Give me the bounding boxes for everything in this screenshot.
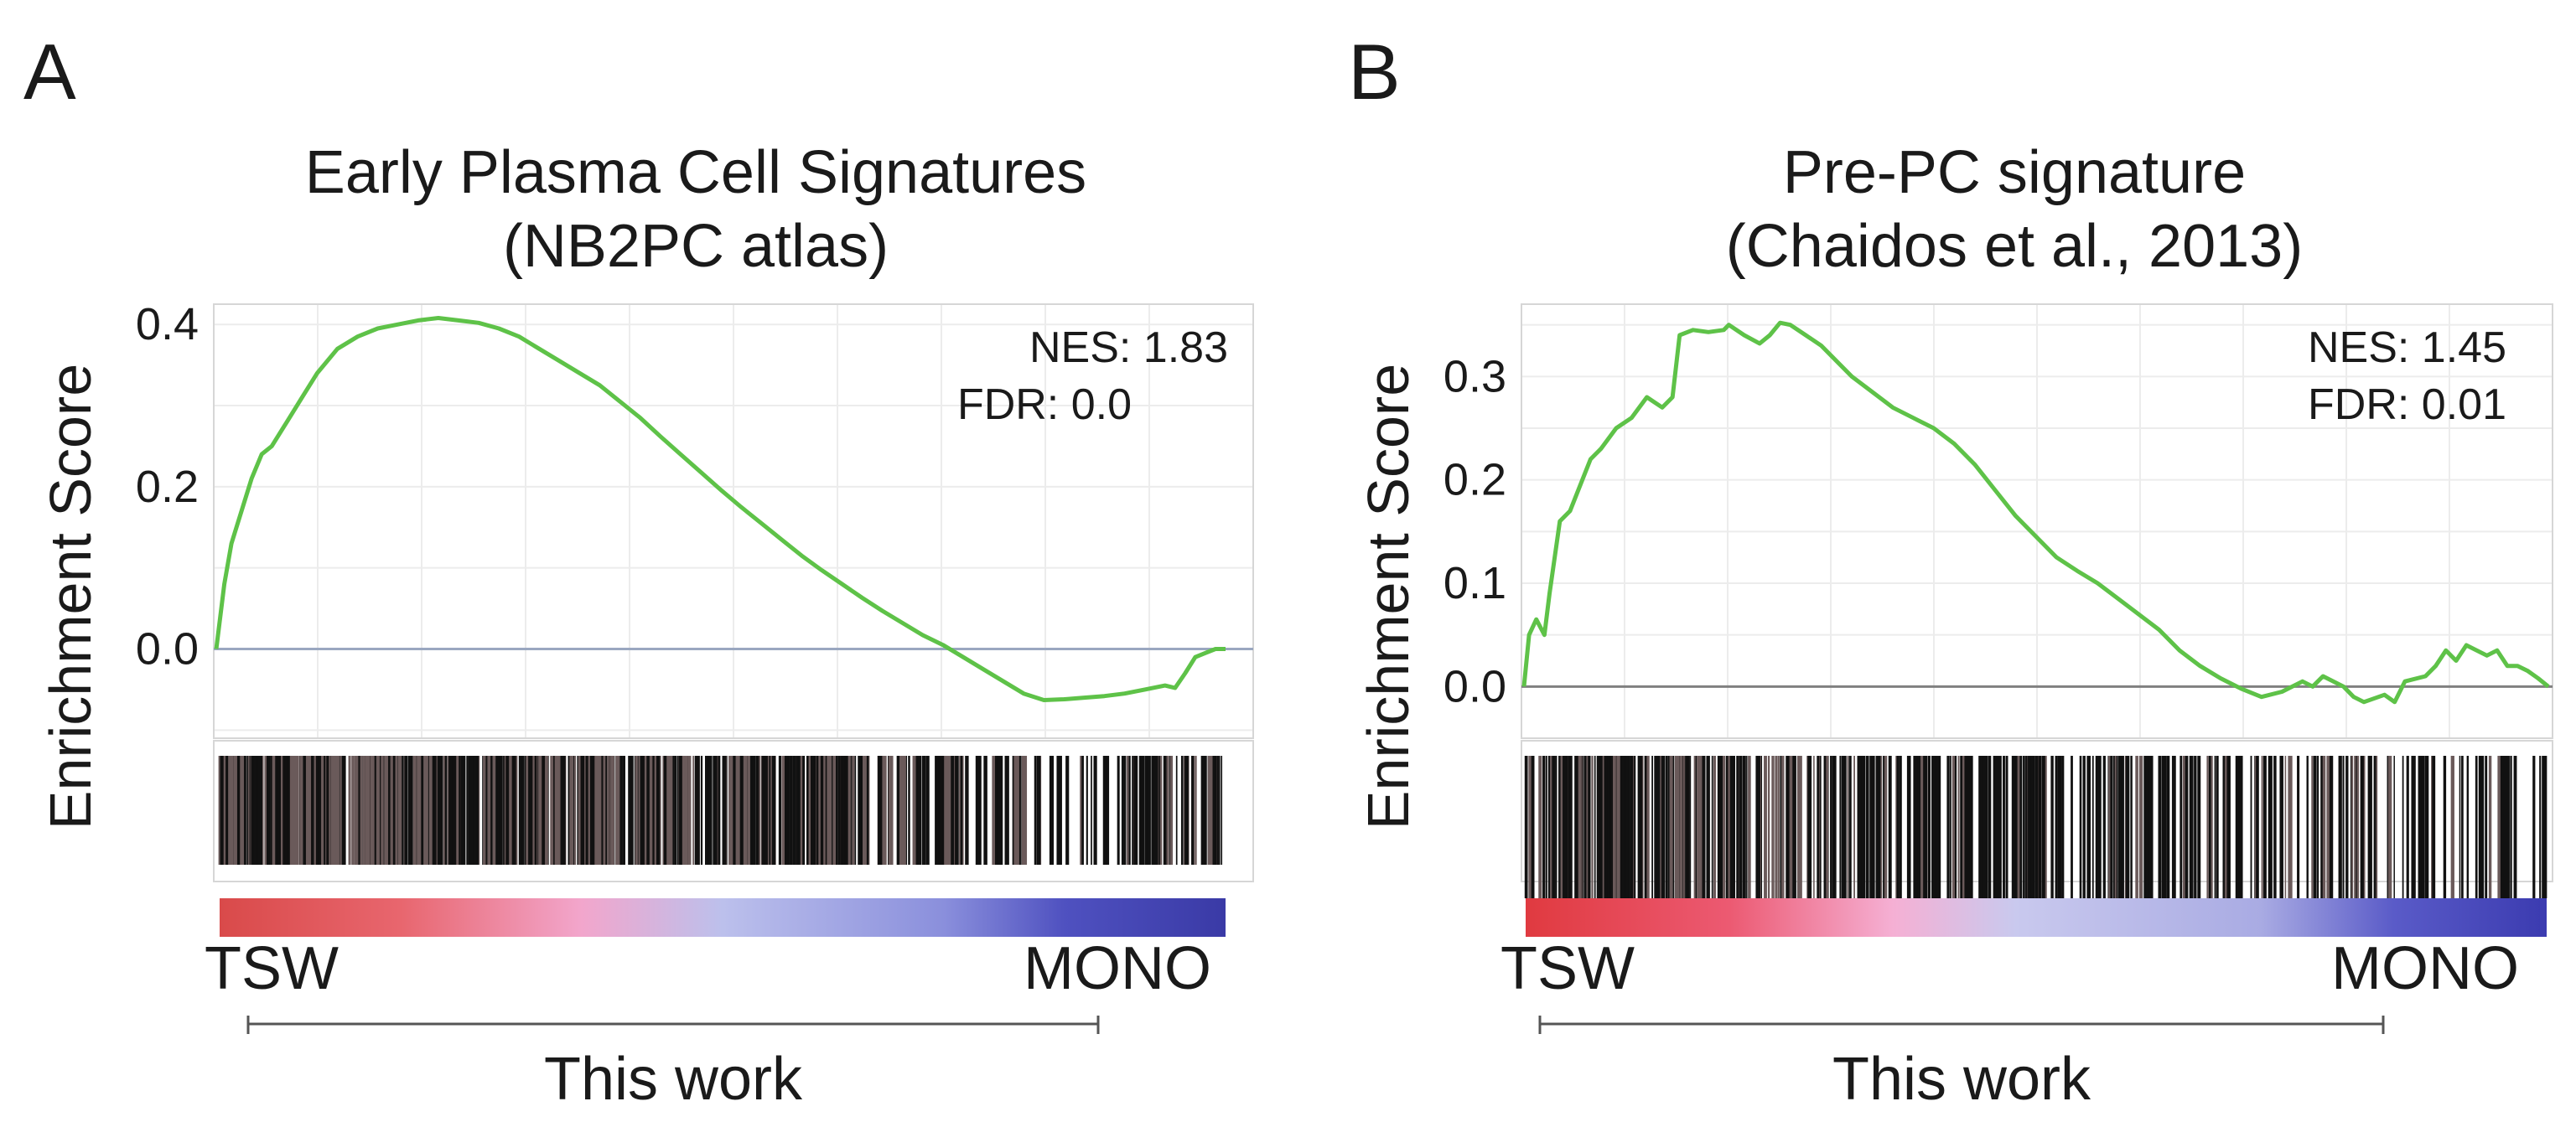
y-axis-label: Enrichment Score [38, 364, 103, 830]
chart-title-line-2: (NB2PC atlas) [503, 213, 889, 280]
panel-b: B Pre-PC signature (Chaidos et al., 2013… [1348, 28, 2553, 1113]
rank-colorbar [220, 898, 1226, 937]
y-tick-label: 0.2 [1443, 455, 1506, 505]
chart-title-line-2: (Chaidos et al., 2013) [1726, 213, 2303, 280]
gene-hit-barcode [218, 756, 1223, 865]
right-phenotype-label: MONO [1024, 935, 1211, 1002]
y-axis-label: Enrichment Score [1355, 364, 1421, 830]
chart-title-line-1: Early Plasma Cell Signatures [305, 139, 1086, 206]
y-tick-label: 0.0 [136, 623, 199, 674]
enrichment-score-line [214, 316, 1226, 702]
y-tick-label: 0.1 [1443, 558, 1506, 608]
gene-hit-barcode [1524, 756, 2547, 898]
left-phenotype-label: TSW [1501, 935, 1635, 1002]
right-phenotype-label: MONO [2331, 935, 2519, 1002]
bracket-label: This work [1832, 1046, 2091, 1113]
y-axis-ticks: 0.0 0.2 0.4 [136, 299, 199, 674]
bracket-label: This work [544, 1046, 803, 1113]
y-tick-label: 0.0 [1443, 661, 1506, 711]
y-tick-label: 0.2 [136, 462, 199, 512]
nes-annotation: NES: 1.45 [2308, 323, 2506, 372]
panel-a: A Early Plasma Cell Signatures (NB2PC at… [23, 28, 1254, 1113]
plot-area-frame [213, 303, 1254, 739]
y-tick-label: 0.4 [136, 299, 199, 349]
ranked-list-colorbar [220, 898, 1226, 937]
y-tick-label: 0.3 [1443, 351, 1506, 401]
hit-strip-frame [213, 740, 1254, 882]
ranked-list-colorbar [1526, 898, 2547, 937]
left-phenotype-label: TSW [205, 935, 339, 1002]
plot-area-frame [1521, 303, 2553, 739]
enrichment-score-line [1521, 320, 2550, 705]
fdr-annotation: FDR: 0.0 [957, 380, 1132, 429]
this-work-bracket [1538, 1016, 2385, 1034]
panel-label: A [23, 28, 76, 116]
panel-label: B [1348, 28, 1401, 116]
chart-title-line-1: Pre-PC signature [1783, 139, 2246, 206]
nes-annotation: NES: 1.83 [1029, 323, 1228, 372]
y-axis-ticks: 0.0 0.1 0.2 0.3 [1443, 351, 1506, 711]
rank-colorbar [1526, 898, 2547, 937]
fdr-annotation: FDR: 0.01 [2308, 380, 2506, 429]
this-work-bracket [246, 1016, 1100, 1034]
